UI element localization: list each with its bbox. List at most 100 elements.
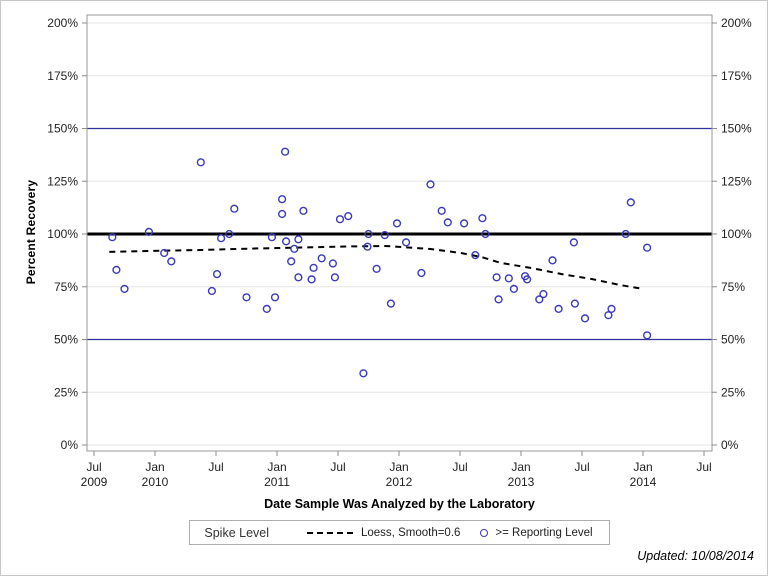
scatter-point [548,256,557,265]
scatter-point [402,238,411,247]
scatter-point [167,257,176,266]
scatter-point [294,273,303,282]
x-tick-label-year: 2010 [142,475,169,489]
y-tick-label-right: 125% [721,174,752,188]
x-tick-label-month: Jul [696,460,711,474]
y-tick-label-right: 0% [721,438,739,452]
scatter-point [443,218,452,227]
scatter-point [386,299,396,308]
scatter-point [417,268,426,278]
y-tick-label-left: 175% [47,69,78,83]
scatter-point [290,244,299,253]
scatter-point [364,229,373,239]
scatter-point [539,290,548,299]
x-tick-label-year: 2011 [264,475,290,489]
scatter-point [522,275,532,284]
open-circle-icon [480,528,489,537]
y-tick-label-left: 200% [47,16,78,30]
y-tick-label-right: 50% [721,333,745,347]
x-tick-label-year: 2012 [386,475,413,489]
scatter-point [621,229,630,239]
scatter-point [607,304,616,314]
scatter-point [196,158,205,167]
scatter-point [604,311,613,320]
scatter-point [481,229,490,239]
scatter-point [330,273,340,282]
y-tick-label-left: 75% [54,280,78,294]
scatter-point [569,238,579,247]
scatter-point [225,229,234,239]
scatter-point [307,275,316,284]
y-tick-label-left: 125% [47,174,78,188]
x-tick-label-month: Jan [145,460,164,474]
scatter-point [535,295,544,304]
scatter-point [242,293,251,302]
x-tick-label-month: Jan [511,460,530,474]
scatter-point [642,243,652,252]
x-tick-label-month: Jan [389,460,408,474]
scatter-point [580,314,590,323]
x-tick-label-month: Jul [86,460,101,474]
x-tick-label-year: 2014 [630,475,657,489]
scatter-point [278,209,287,219]
scatter-point [492,273,501,282]
dashed-line-icon [307,531,353,534]
y-tick-label-left: 50% [54,333,78,347]
x-tick-label-year: 2013 [508,475,535,489]
scatter-point [282,237,291,246]
scatter-point [230,204,239,213]
y-tick-label-right: 150% [721,122,752,136]
y-axis-title: Percent Recovery [24,179,38,285]
scatter-point [108,233,117,242]
scatter-point [392,219,402,228]
legend-item-loess: Loess, Smooth=0.6 [307,527,460,539]
x-tick-label-month: Jul [574,460,589,474]
scatter-point [294,235,303,244]
scatter-point [112,265,121,275]
scatter-point [642,331,652,340]
loess-curve [109,244,645,291]
scatter-point [426,180,435,189]
x-tick-label-year: 2009 [81,475,108,489]
scatter-point [212,270,222,279]
scatter-point [437,206,446,215]
scatter-point [144,227,154,237]
scatter-point [478,214,487,223]
scatter-point [504,274,513,283]
scatter-point [267,233,277,242]
scatter-point [287,257,296,266]
legend-title: Spike Level [204,525,269,540]
scatter-point [281,147,290,156]
y-tick-label-right: 75% [721,280,745,294]
scatter-point [120,284,129,294]
scatter-point [335,215,345,224]
x-tick-label-month: Jul [208,460,223,474]
updated-note: Updated: 10/08/2014 [637,549,754,563]
scatter-point [570,299,580,308]
scatter-point [328,259,338,268]
scatter-point [270,293,280,302]
y-tick-label-left: 0% [61,438,79,452]
scatter-point [278,195,287,204]
scatter-point [207,286,217,296]
scatter-point [554,304,563,314]
scatter-point [460,219,469,228]
y-tick-label-left: 150% [47,122,78,136]
scatter-point [317,254,326,263]
y-tick-label-right: 25% [721,385,745,399]
legend-item-label: Loess, Smooth=0.6 [361,526,461,539]
scatter-point [363,242,372,251]
x-tick-label-month: Jul [452,460,467,474]
legend: Spike Level Loess, Smooth=0.6 >= Reporti… [87,520,712,545]
scatter-point [509,284,519,294]
legend-item-label: >= Reporting Level [495,526,593,539]
scatter-point [359,369,368,378]
scatter-point [160,248,169,258]
scatter-point [299,206,308,215]
y-tick-label-right: 100% [721,227,752,241]
y-tick-label-left: 100% [47,227,78,241]
scatter-point [217,234,226,243]
scatter-point [344,212,353,221]
